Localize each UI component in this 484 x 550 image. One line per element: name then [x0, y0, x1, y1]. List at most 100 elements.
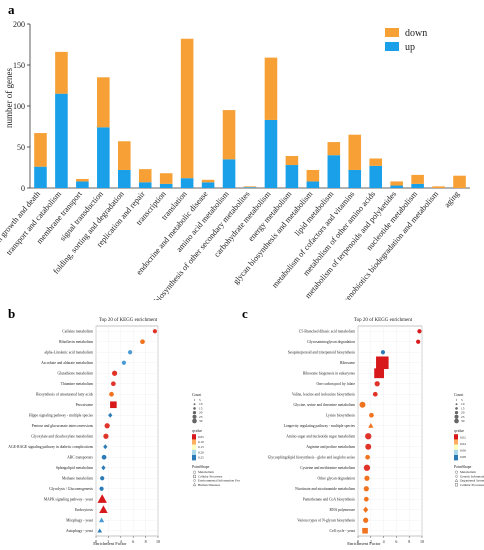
y-tick-label: Glycosaminoglycan degradation	[307, 340, 355, 344]
pathclass-legend-item: Cellular Processes	[192, 474, 223, 478]
data-point	[363, 506, 369, 513]
count-legend-label: 10	[199, 402, 203, 406]
count-legend-dot	[192, 418, 197, 424]
legend-label-up: up	[405, 42, 415, 53]
qvalue-gradient-step	[454, 439, 458, 445]
y-tick-label: Ascorbate and aldarate metabolism	[41, 361, 93, 365]
bar-up	[348, 169, 362, 188]
bar-legend: down up	[385, 28, 427, 53]
qvalue-gradient-step	[192, 449, 196, 456]
data-point	[99, 505, 108, 514]
x-tick-label: aging	[442, 190, 461, 210]
bubble-plot-area-c: 0 2 4 6 8 10 C5-Branched dibasic acid metaboli…	[268, 325, 424, 544]
pathclass-legend-item: Human Diseases	[192, 483, 221, 487]
count-legend-label: 25	[461, 415, 465, 419]
x-tick-label: 8	[145, 539, 147, 544]
data-point	[110, 381, 116, 387]
y-axis-label: number of genes	[4, 68, 14, 128]
data-point	[97, 528, 103, 533]
y-tick-label: 150	[13, 61, 25, 70]
pathclass-legend-shape	[192, 474, 196, 478]
data-point	[101, 465, 106, 471]
y-tick-label: Glycosphingolipid biosynthesis - globo a…	[268, 456, 356, 460]
bar-down	[159, 173, 173, 184]
x-tick-label: 6	[395, 539, 397, 544]
count-legend-label: 5	[199, 398, 201, 402]
x-tick-label: 6	[132, 539, 134, 544]
count-legend-dot	[193, 399, 196, 401]
y-tick-label: Thiamine metabolism	[61, 382, 93, 386]
legend-swatch-down	[385, 28, 399, 37]
bar-up	[118, 169, 131, 188]
count-legend-title: Count	[192, 393, 202, 397]
pathclass-legend-title: PointShape	[192, 465, 210, 469]
y-tick-label: AGE-RAGE signaling pathway in diabetic c…	[8, 445, 93, 449]
y-tick-label: Ribosome biogenesis in eukaryotes	[303, 372, 356, 376]
pathclass-legend-label: Metabolism	[460, 470, 476, 474]
plot-frame	[357, 325, 423, 537]
pathclass-legend-shape	[192, 478, 197, 483]
pathclass-legend-label: Cellular Processes	[460, 483, 484, 487]
pathclass-legend-shape	[454, 483, 458, 487]
data-point	[108, 412, 113, 418]
qvalue-legend-label: 0.25	[198, 456, 204, 460]
bubble-plot-area-b: 0 2 4 6 8 10 Caffeine metabolism Riboflavin met…	[8, 325, 160, 544]
bar-down	[348, 134, 362, 170]
pathclass-legend-item: Cellular Processes	[454, 483, 484, 487]
data-point	[100, 476, 105, 481]
bar-down	[76, 178, 89, 182]
bar-down	[327, 142, 341, 156]
data-point	[112, 370, 118, 376]
pathclass-legend-label: Environmental Information Processing	[198, 479, 240, 483]
pathclass-legend-item: Organismal Systems	[454, 479, 484, 483]
bar-up	[243, 187, 257, 188]
count-legend-label: 20	[199, 411, 203, 415]
bar-up	[306, 181, 320, 188]
qvalue-gradient-step	[454, 455, 458, 461]
data-point	[103, 444, 108, 450]
data-point	[363, 486, 369, 492]
data-point	[98, 517, 105, 523]
bar-down	[138, 169, 152, 183]
qvalue-legend-title: qvalue	[192, 429, 202, 433]
data-point	[97, 494, 107, 503]
bubble-title-c: Top 20 of KEGG enrichment	[354, 318, 413, 323]
data-point	[364, 475, 370, 481]
bar-up	[76, 181, 89, 188]
y-tick-label: 50	[17, 143, 25, 152]
bar-up	[285, 165, 299, 188]
pathclass-legend-label: Organismal Systems	[460, 479, 484, 483]
y-tick-label: Cysteine and methionine metabolism	[300, 466, 355, 470]
count-legend-label: 25	[199, 415, 203, 419]
qvalue-gradient-step	[192, 439, 196, 445]
data-point	[363, 517, 369, 523]
x-tick-label: 0	[357, 539, 359, 544]
bar-up	[159, 183, 173, 188]
count-legend-dot	[193, 407, 196, 410]
bar-down	[201, 179, 215, 183]
data-point	[101, 454, 107, 460]
bar-down	[390, 181, 403, 186]
count-legend-title: Count	[454, 393, 464, 397]
data-point	[380, 350, 386, 355]
bubble-xlabel-c: Enrichment Factor	[347, 541, 381, 546]
bar-up	[327, 155, 341, 188]
bar-up	[390, 185, 403, 188]
bar-down	[55, 51, 68, 94]
kegg-bubble-chart-c: c Top 20 of KEGG enrichment Enrichment F…	[242, 306, 484, 546]
data-point	[372, 391, 378, 397]
count-legend-label: 30	[199, 419, 203, 423]
data-point	[368, 423, 374, 428]
data-point	[417, 329, 422, 334]
bar-up	[34, 166, 47, 188]
y-tick-label: Glyoxylate and dicarboxylate metabolism	[31, 435, 93, 439]
bar-up	[264, 119, 278, 188]
qvalue-legend-label: 0.06	[460, 448, 466, 452]
x-tick-label: 4	[383, 539, 385, 544]
y-tick-label: Various types of N-glycan biosynthesis	[297, 519, 355, 523]
data-point	[140, 339, 145, 345]
pathclass-legend-item: Metabolism	[454, 470, 476, 474]
x-tick-label: 0	[95, 539, 97, 544]
